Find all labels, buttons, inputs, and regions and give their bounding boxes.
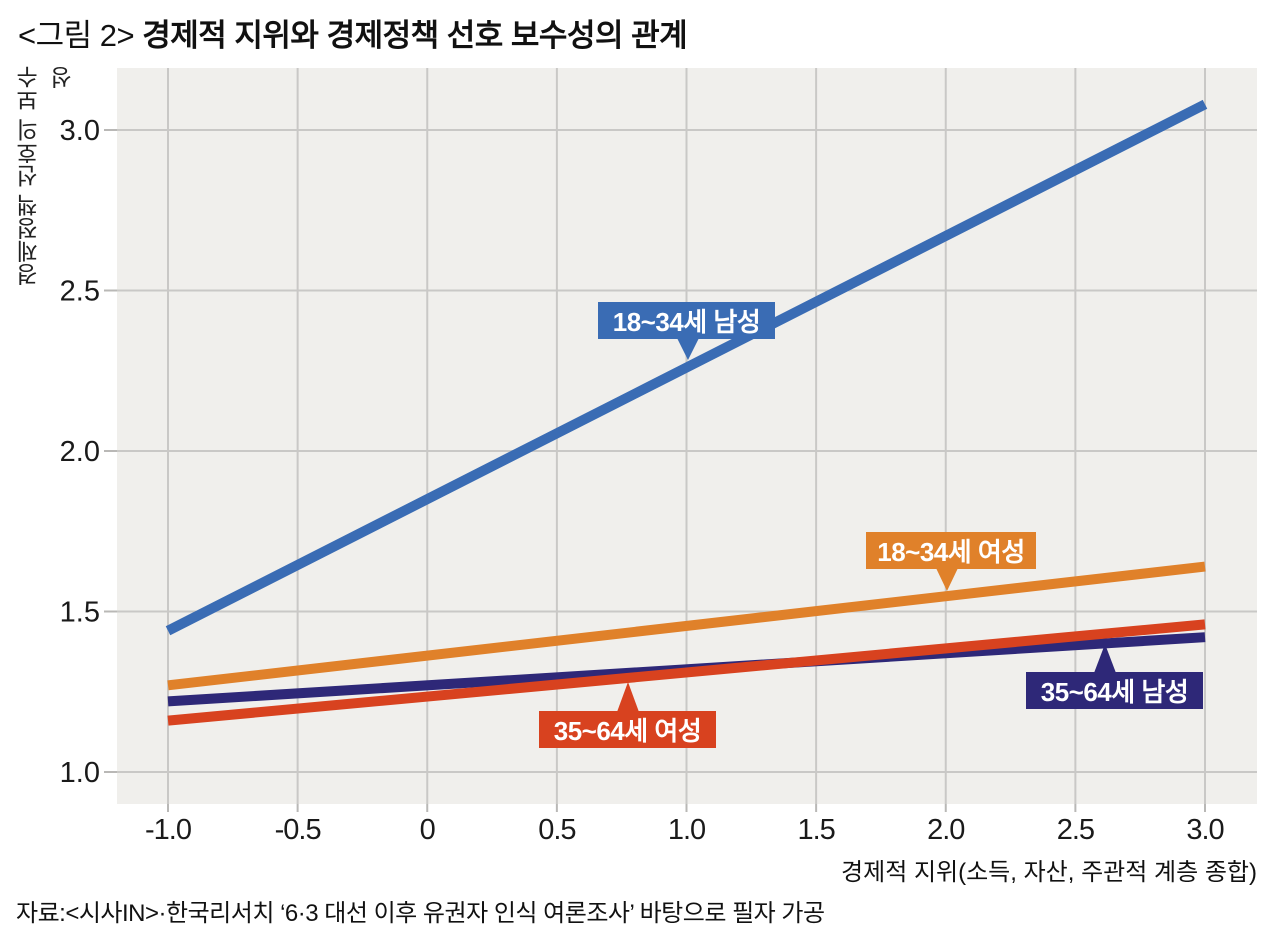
series-line-3: [167, 619, 1206, 726]
y-tick-label: 2.5: [60, 276, 100, 308]
y-tick-label: 1.0: [60, 757, 100, 789]
y-tick-label: 3.0: [60, 115, 100, 147]
x-tick-label: 1.5: [797, 814, 834, 846]
series-line-1: [167, 561, 1206, 691]
callout-pointer-2: [617, 682, 639, 712]
x-tick-label: 0: [420, 814, 435, 846]
x-axis-label: 경제적 지위(소득, 자산, 주관적 계층 종합): [841, 859, 1257, 886]
y-tick-label: 1.5: [60, 597, 100, 629]
callout-pointer-3: [1094, 644, 1116, 673]
x-tick-label: 2.5: [1057, 814, 1094, 846]
series-line-0: [165, 99, 1208, 636]
callout-pointer-1: [936, 568, 958, 591]
callout-18-34-male: 18~34세 남성: [598, 302, 775, 339]
x-tick-label: -0.5: [275, 814, 321, 846]
y-tick-label: 2.0: [60, 436, 100, 468]
callout-35-64-female: 35~64세 여성: [539, 711, 716, 748]
chart-title-main: 경제적 지위와 경제정책 선호 보수성의 관계: [134, 18, 688, 53]
callout-pointer-0: [677, 338, 699, 360]
chart-title: <그림 2> 경제적 지위와 경제정책 선호 보수성의 관계: [18, 10, 688, 55]
x-tick-label: 1.0: [668, 814, 705, 846]
callout-18-34-female: 18~34세 여성: [866, 532, 1036, 569]
callout-35-64-male: 35~64세 남성: [1026, 672, 1203, 709]
chart-title-prefix: <그림 2>: [18, 18, 135, 53]
x-tick-label: 2.0: [927, 814, 964, 846]
source-note: 자료:<시사IN>·한국리서치 ‘6·3 대선 이후 유권자 인식 여론조사’ …: [16, 900, 825, 927]
x-tick-label: -1.0: [145, 814, 191, 846]
x-tick-label: 3.0: [1186, 814, 1223, 846]
x-tick-label: 0.5: [538, 814, 575, 846]
